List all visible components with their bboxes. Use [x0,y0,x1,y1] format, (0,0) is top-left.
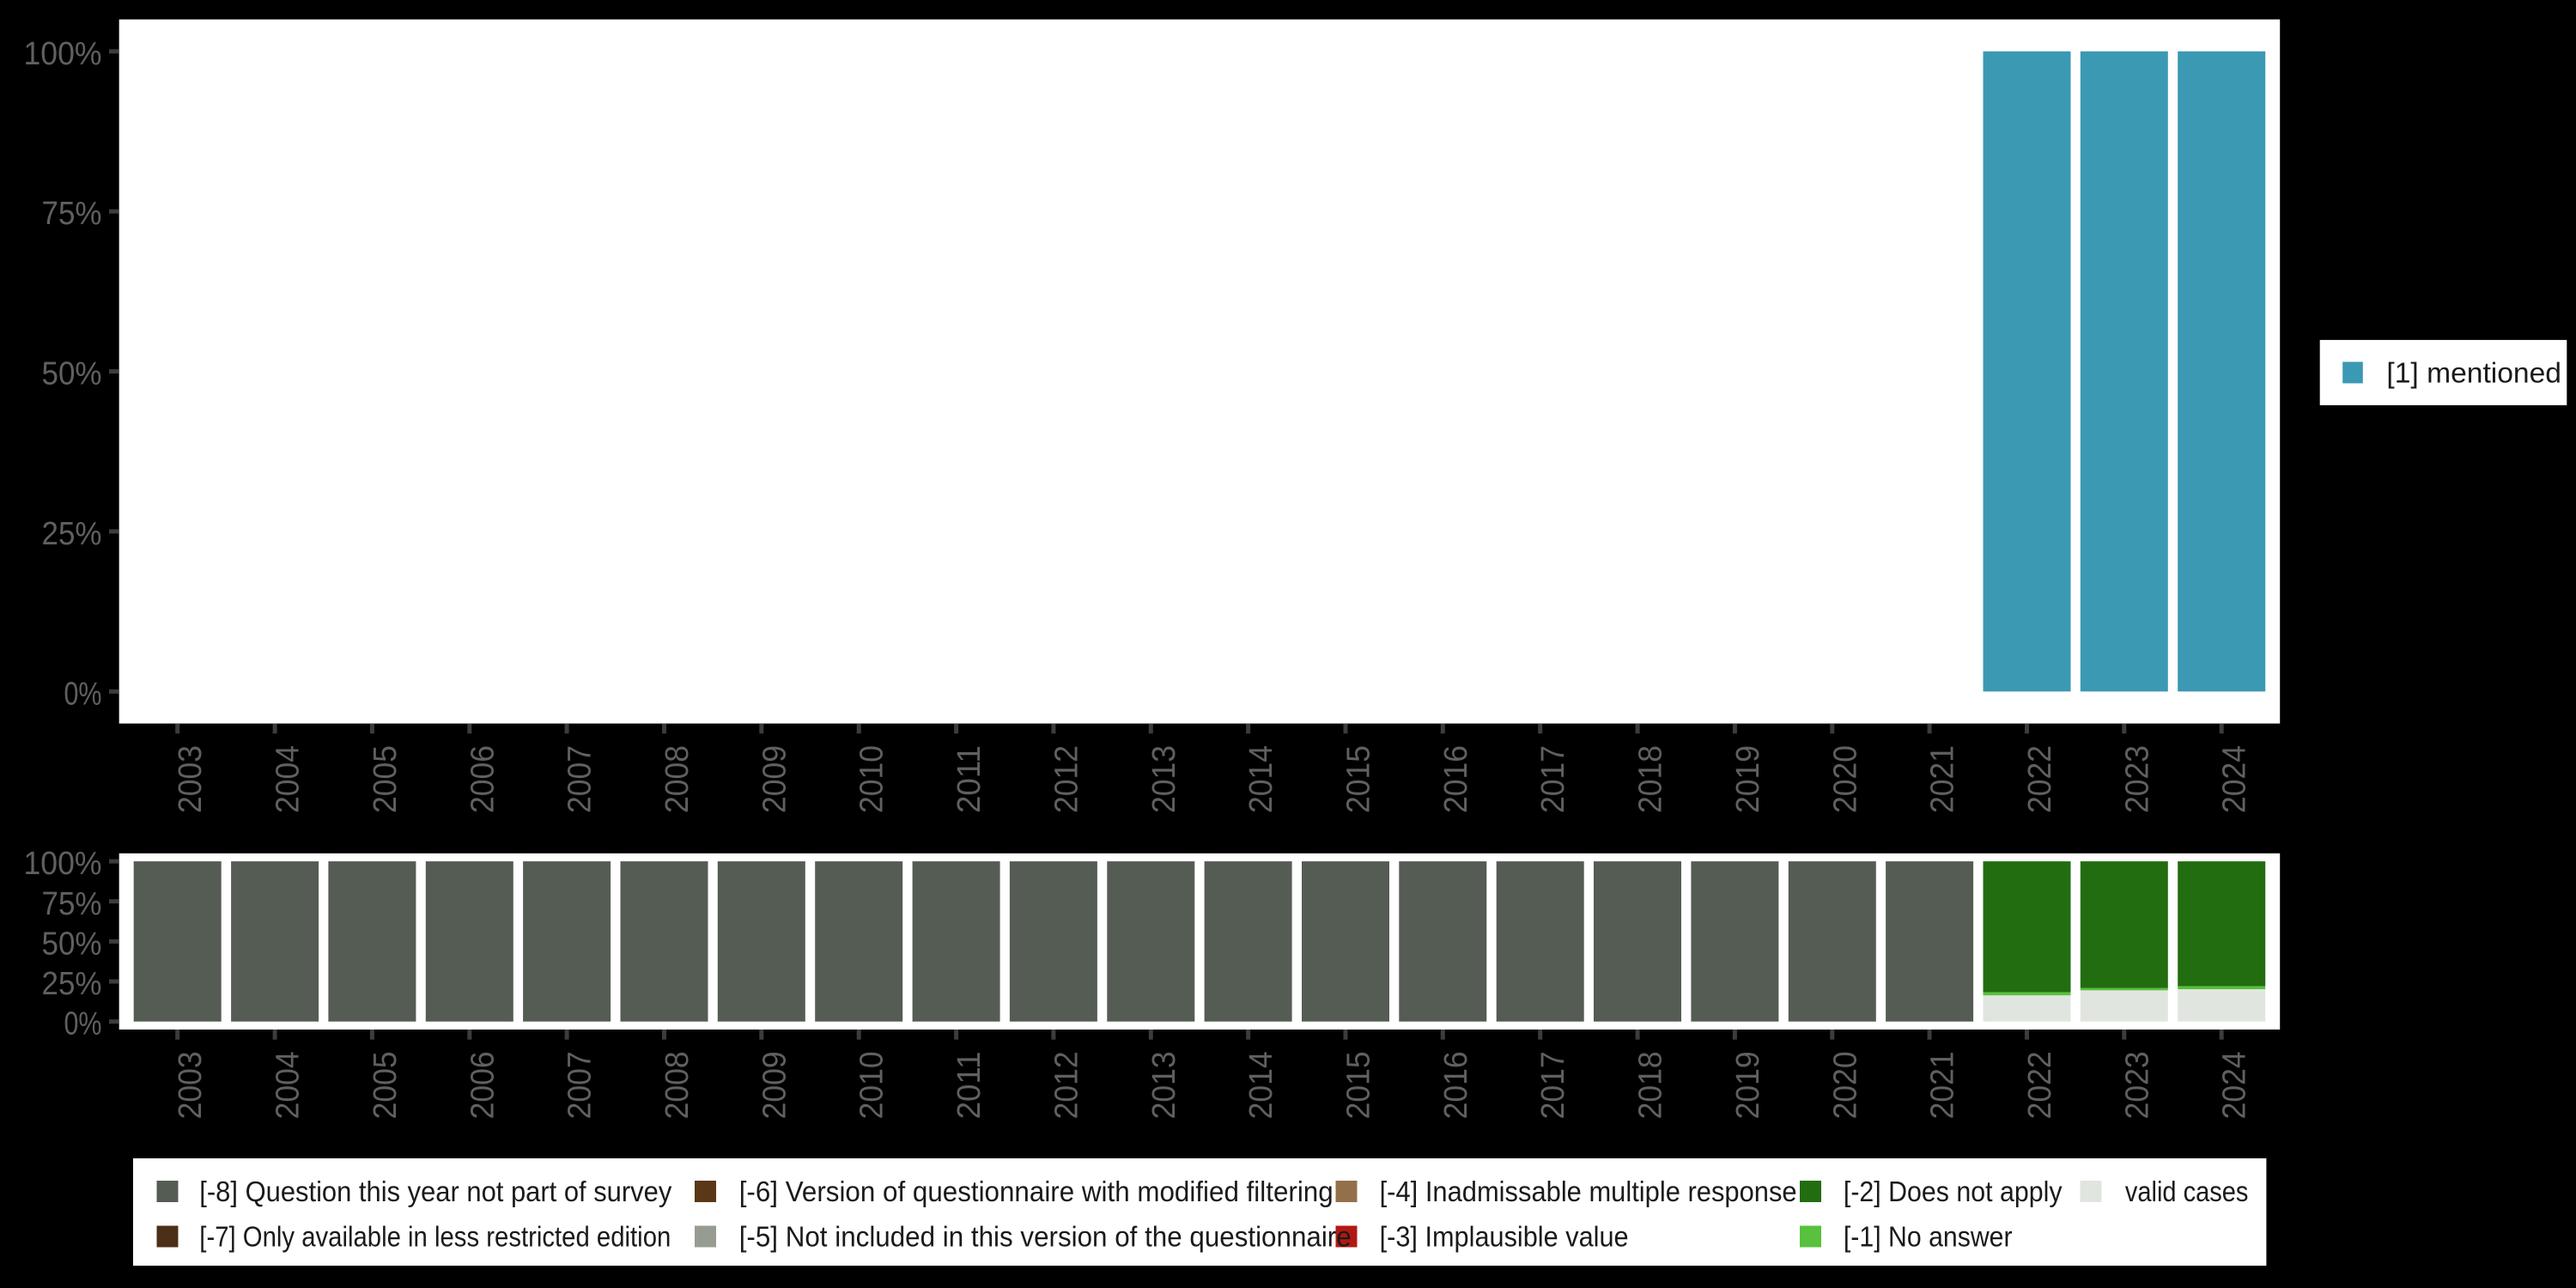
svg-text:[-6] Version of questionnaire: [-6] Version of questionnaire with modif… [739,1176,1334,1207]
svg-text:2004: 2004 [270,745,307,813]
svg-text:25%: 25% [42,966,102,1002]
svg-text:2017: 2017 [1535,745,1571,813]
svg-text:[-1] No answer: [-1] No answer [1844,1221,2013,1253]
svg-text:2024: 2024 [2217,745,2253,813]
svg-text:2005: 2005 [368,1051,404,1119]
svg-text:2021: 2021 [1925,745,1961,813]
svg-text:2013: 2013 [1146,1051,1182,1119]
svg-text:[-8] Question this year not pa: [-8] Question this year not part of surv… [199,1176,671,1207]
svg-text:2007: 2007 [562,745,598,813]
svg-text:2022: 2022 [2022,1051,2058,1119]
svg-text:0%: 0% [64,676,102,712]
svg-text:2011: 2011 [951,745,987,813]
svg-text:2023: 2023 [2119,1051,2155,1119]
svg-text:2014: 2014 [1243,1051,1279,1119]
svg-text:[-2] Does not apply: [-2] Does not apply [1844,1176,2063,1207]
svg-text:2009: 2009 [756,1051,793,1119]
svg-text:2017: 2017 [1535,1051,1571,1119]
svg-text:2020: 2020 [1827,1051,1863,1119]
svg-text:[-3] Implausible value: [-3] Implausible value [1380,1221,1629,1253]
svg-text:2016: 2016 [1438,1051,1474,1119]
svg-text:2018: 2018 [1633,745,1669,813]
svg-text:2024: 2024 [2217,1051,2253,1119]
svg-text:2008: 2008 [659,745,696,813]
svg-text:50%: 50% [42,926,102,962]
svg-text:2021: 2021 [1925,1051,1961,1119]
svg-text:[-5] Not included in this vers: [-5] Not included in this version of the… [739,1221,1352,1253]
svg-text:0%: 0% [64,1006,102,1042]
svg-text:2003: 2003 [173,1051,209,1119]
svg-text:2006: 2006 [465,745,501,813]
svg-text:2012: 2012 [1048,1051,1084,1119]
svg-text:75%: 75% [42,196,102,232]
svg-text:2012: 2012 [1048,745,1084,813]
svg-text:2010: 2010 [854,1051,890,1119]
svg-text:2014: 2014 [1243,745,1279,813]
svg-text:2019: 2019 [1730,745,1766,813]
svg-text:2007: 2007 [562,1051,598,1119]
svg-text:2004: 2004 [270,1051,307,1119]
svg-text:2005: 2005 [368,745,404,813]
svg-text:2006: 2006 [465,1051,501,1119]
svg-text:2003: 2003 [173,745,209,813]
svg-text:valid cases: valid cases [2125,1176,2249,1207]
svg-text:2020: 2020 [1827,745,1863,813]
svg-text:[-7] Only available in less re: [-7] Only available in less restricted e… [199,1221,671,1253]
svg-text:100%: 100% [24,36,102,72]
svg-text:2013: 2013 [1146,745,1182,813]
svg-text:25%: 25% [42,516,102,552]
svg-text:75%: 75% [42,886,102,922]
svg-text:2009: 2009 [756,745,793,813]
svg-text:2019: 2019 [1730,1051,1766,1119]
svg-text:2015: 2015 [1341,1051,1377,1119]
svg-text:2022: 2022 [2022,745,2058,813]
svg-text:2011: 2011 [951,1051,987,1119]
svg-text:[-4] Inadmissable multiple res: [-4] Inadmissable multiple response [1380,1176,1797,1207]
svg-text:100%: 100% [24,846,102,882]
svg-text:2008: 2008 [659,1051,696,1119]
svg-text:50%: 50% [42,356,102,392]
svg-text:2018: 2018 [1633,1051,1669,1119]
svg-text:2016: 2016 [1438,745,1474,813]
svg-text:2010: 2010 [854,745,890,813]
svg-text:[1] mentioned: [1] mentioned [2386,356,2561,388]
svg-text:2023: 2023 [2119,745,2155,813]
svg-text:2015: 2015 [1341,745,1377,813]
